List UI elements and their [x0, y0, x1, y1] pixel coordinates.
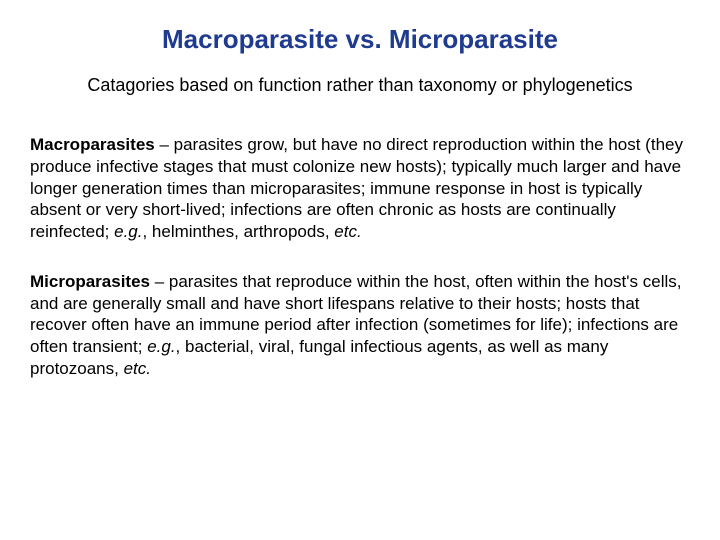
macroparasites-paragraph: Macroparasites – parasites grow, but hav…	[30, 134, 690, 243]
slide-container: Macroparasite vs. Microparasite Catagori…	[0, 0, 720, 540]
microparasites-paragraph: Microparasites – parasites that reproduc…	[30, 271, 690, 380]
micro-term: Microparasites	[30, 272, 150, 291]
micro-eg: e.g.	[147, 337, 175, 356]
macro-term: Macroparasites	[30, 135, 155, 154]
macro-etc: etc.	[334, 222, 361, 241]
micro-etc: etc.	[124, 359, 151, 378]
slide-title: Macroparasite vs. Microparasite	[30, 24, 690, 55]
slide-subtitle: Catagories based on function rather than…	[30, 75, 690, 96]
macro-eg: e.g.	[114, 222, 142, 241]
macro-body2: , helminthes, arthropods,	[142, 222, 334, 241]
